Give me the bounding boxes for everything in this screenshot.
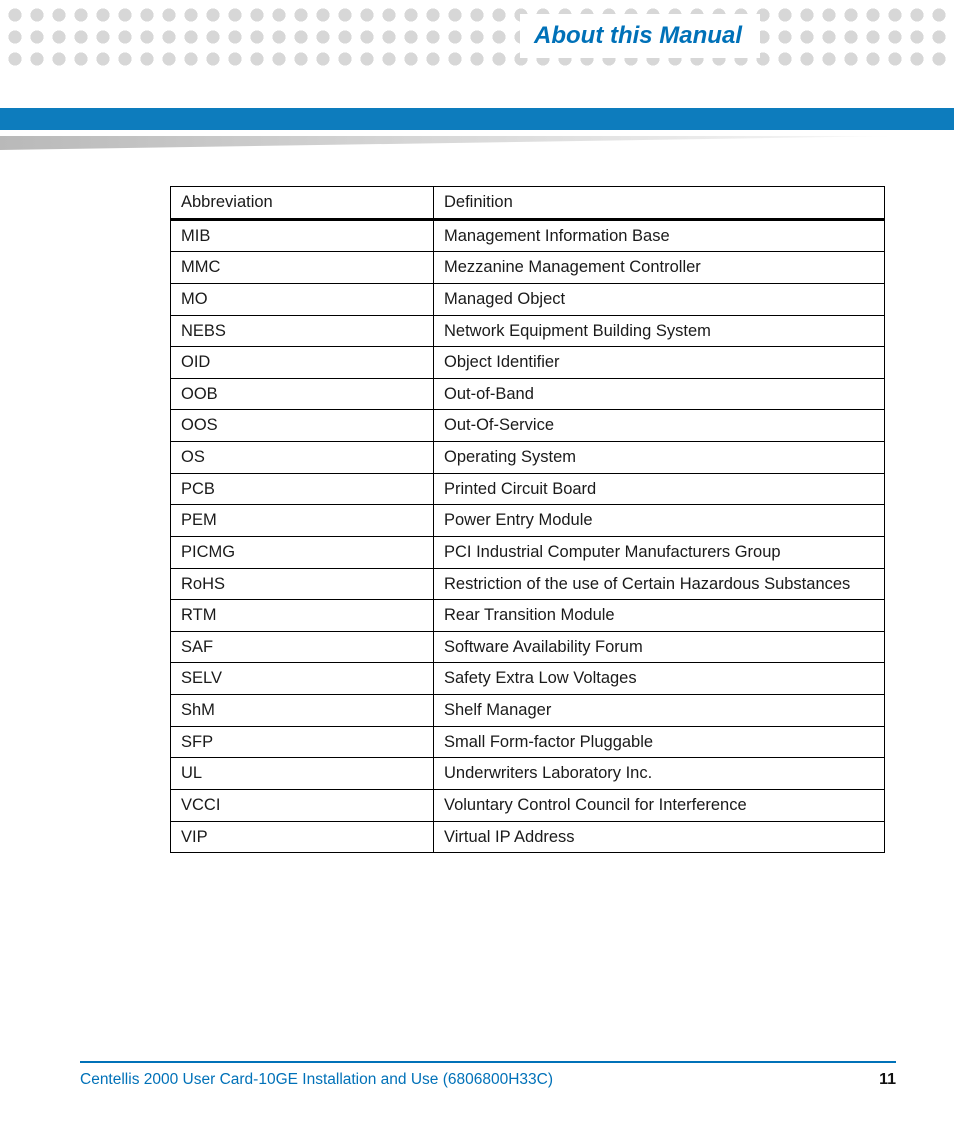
table-row: MOManaged Object (171, 283, 885, 315)
cell-abbreviation: OS (171, 442, 434, 474)
table-row: VCCIVoluntary Control Council for Interf… (171, 789, 885, 821)
table-row: PEMPower Entry Module (171, 505, 885, 537)
col-header-definition: Definition (434, 187, 885, 220)
table-row: NEBSNetwork Equipment Building System (171, 315, 885, 347)
header-blue-bar (0, 108, 954, 130)
cell-abbreviation: RTM (171, 600, 434, 632)
cell-abbreviation: MIB (171, 219, 434, 252)
cell-abbreviation: OID (171, 347, 434, 379)
cell-definition: Rear Transition Module (434, 600, 885, 632)
abbreviations-table: Abbreviation Definition MIBManagement In… (170, 186, 885, 853)
cell-abbreviation: OOS (171, 410, 434, 442)
cell-definition: Network Equipment Building System (434, 315, 885, 347)
table-row: OIDObject Identifier (171, 347, 885, 379)
cell-abbreviation: SFP (171, 726, 434, 758)
table-row: PCBPrinted Circuit Board (171, 473, 885, 505)
table-row: ShMShelf Manager (171, 695, 885, 727)
table-row: VIPVirtual IP Address (171, 821, 885, 853)
cell-abbreviation: PICMG (171, 536, 434, 568)
cell-abbreviation: SAF (171, 631, 434, 663)
cell-abbreviation: ShM (171, 695, 434, 727)
cell-abbreviation: PEM (171, 505, 434, 537)
footer-rule (80, 1061, 896, 1063)
cell-abbreviation: RoHS (171, 568, 434, 600)
cell-abbreviation: VIP (171, 821, 434, 853)
cell-definition: Power Entry Module (434, 505, 885, 537)
cell-definition: Software Availability Forum (434, 631, 885, 663)
col-header-abbreviation: Abbreviation (171, 187, 434, 220)
table-row: SELVSafety Extra Low Voltages (171, 663, 885, 695)
table-row: OSOperating System (171, 442, 885, 474)
cell-definition: Printed Circuit Board (434, 473, 885, 505)
table-row: RoHSRestriction of the use of Certain Ha… (171, 568, 885, 600)
cell-abbreviation: NEBS (171, 315, 434, 347)
cell-definition: Mezzanine Management Controller (434, 252, 885, 284)
cell-abbreviation: MMC (171, 252, 434, 284)
table-header-row: Abbreviation Definition (171, 187, 885, 220)
cell-definition: Small Form-factor Pluggable (434, 726, 885, 758)
cell-definition: Voluntary Control Council for Interferen… (434, 789, 885, 821)
cell-definition: Out-Of-Service (434, 410, 885, 442)
cell-definition: Underwriters Laboratory Inc. (434, 758, 885, 790)
table-row: OOBOut-of-Band (171, 378, 885, 410)
table-row: MIBManagement Information Base (171, 219, 885, 252)
cell-definition: Virtual IP Address (434, 821, 885, 853)
cell-abbreviation: MO (171, 283, 434, 315)
table-row: SFPSmall Form-factor Pluggable (171, 726, 885, 758)
cell-definition: Restriction of the use of Certain Hazard… (434, 568, 885, 600)
cell-definition: Managed Object (434, 283, 885, 315)
cell-definition: Out-of-Band (434, 378, 885, 410)
table-row: MMCMezzanine Management Controller (171, 252, 885, 284)
table-row: SAFSoftware Availability Forum (171, 631, 885, 663)
table-row: RTMRear Transition Module (171, 600, 885, 632)
cell-abbreviation: SELV (171, 663, 434, 695)
cell-definition: PCI Industrial Computer Manufacturers Gr… (434, 536, 885, 568)
table-row: OOSOut-Of-Service (171, 410, 885, 442)
page-footer: Centellis 2000 User Card-10GE Installati… (80, 1061, 896, 1089)
table-row: PICMGPCI Industrial Computer Manufacture… (171, 536, 885, 568)
cell-abbreviation: UL (171, 758, 434, 790)
cell-definition: Management Information Base (434, 219, 885, 252)
footer-doc-title: Centellis 2000 User Card-10GE Installati… (80, 1071, 553, 1089)
table-row: ULUnderwriters Laboratory Inc. (171, 758, 885, 790)
content-area: Abbreviation Definition MIBManagement In… (170, 186, 885, 853)
cell-abbreviation: PCB (171, 473, 434, 505)
section-title: About this Manual (534, 22, 742, 50)
table-body: MIBManagement Information BaseMMCMezzani… (171, 219, 885, 853)
section-title-container: About this Manual (520, 14, 760, 58)
cell-definition: Operating System (434, 442, 885, 474)
footer-row: Centellis 2000 User Card-10GE Installati… (80, 1071, 896, 1089)
cell-definition: Safety Extra Low Voltages (434, 663, 885, 695)
cell-abbreviation: OOB (171, 378, 434, 410)
cell-definition: Object Identifier (434, 347, 885, 379)
header-dot-pattern (0, 0, 954, 72)
cell-abbreviation: VCCI (171, 789, 434, 821)
cell-definition: Shelf Manager (434, 695, 885, 727)
footer-page-number: 11 (879, 1071, 896, 1089)
header-grey-wedge (0, 136, 900, 150)
